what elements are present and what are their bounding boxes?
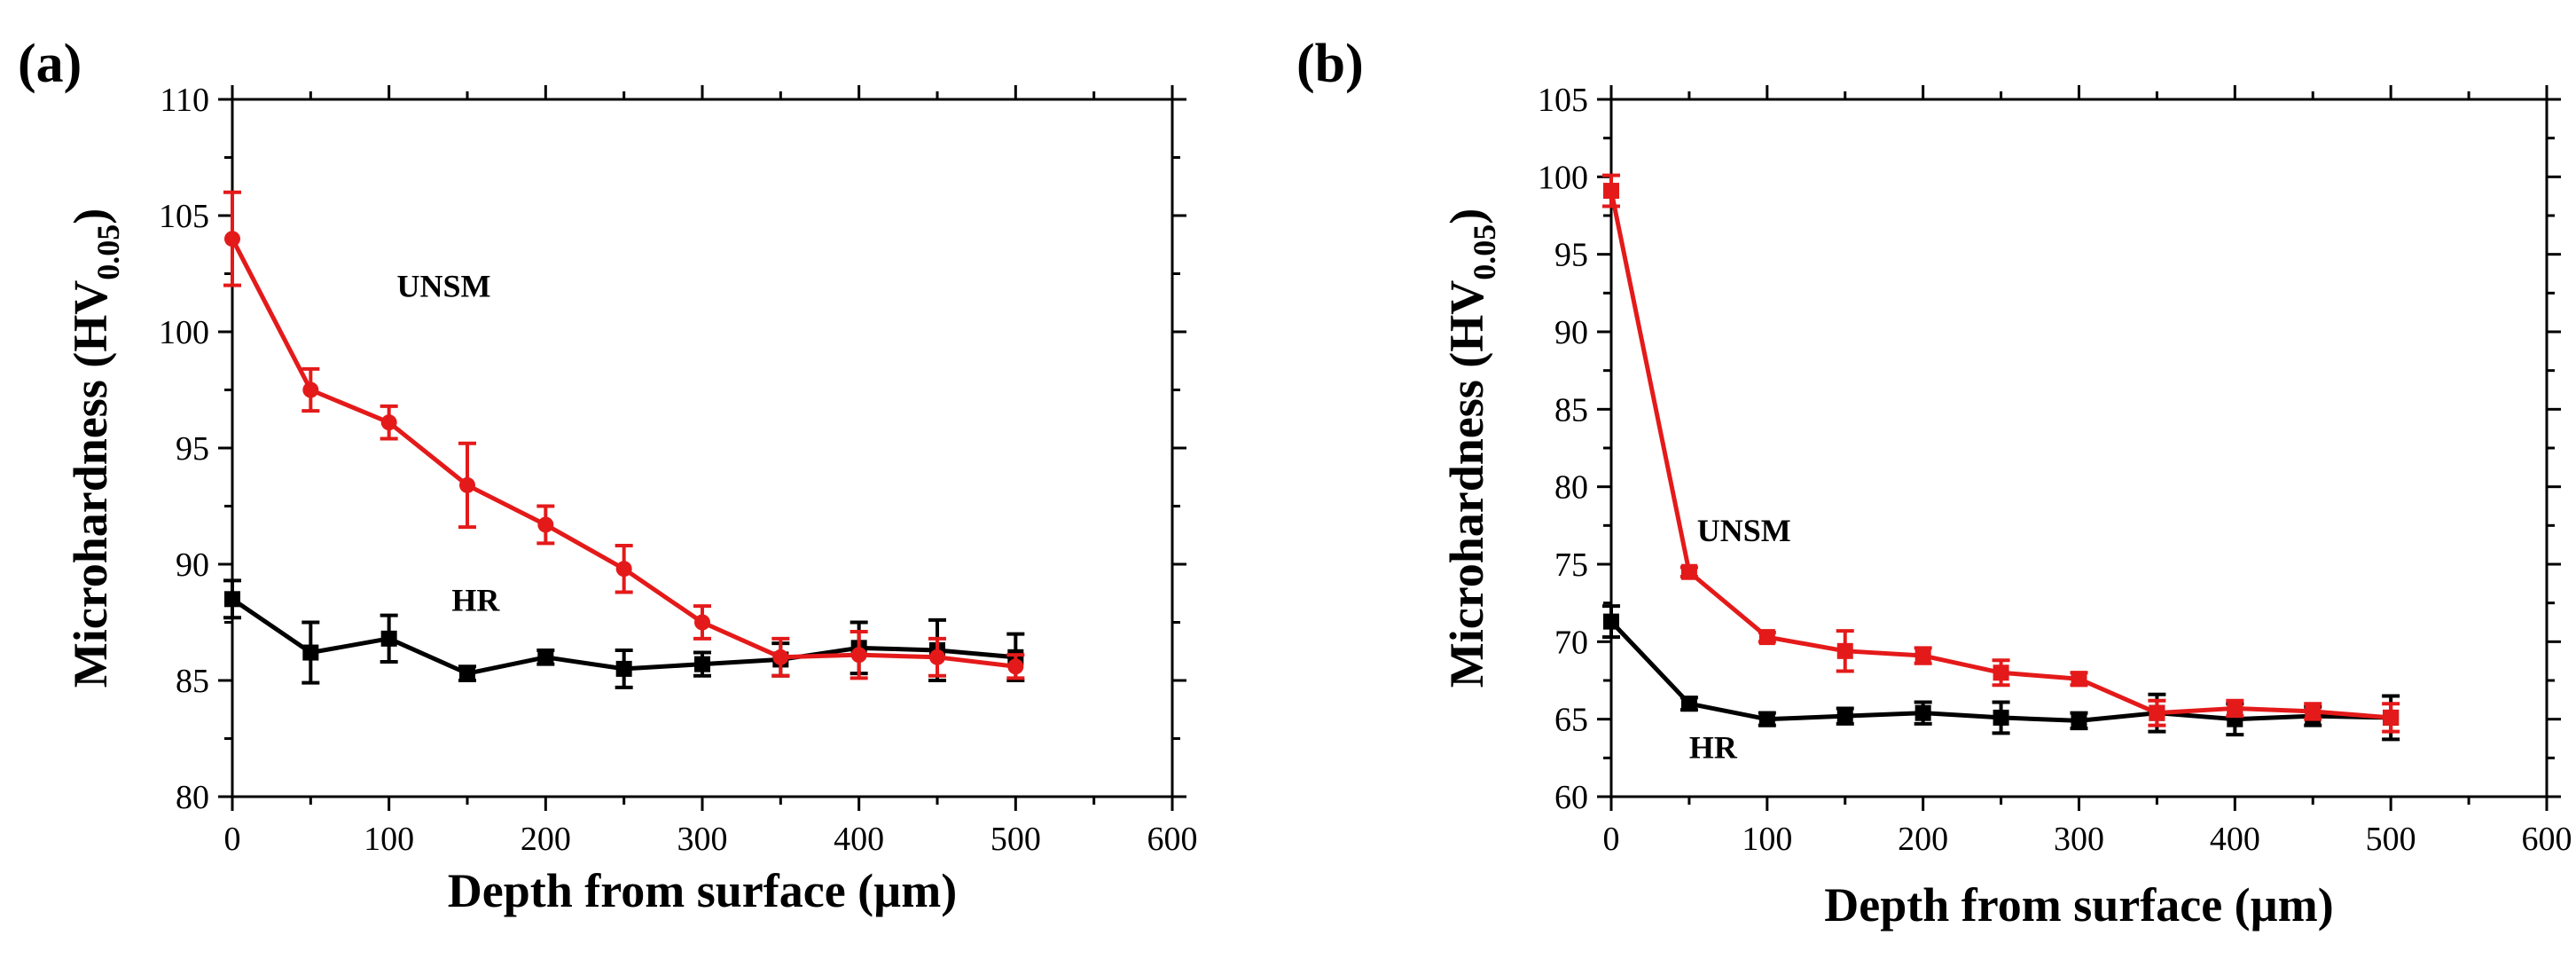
- data-point-unsm: [224, 231, 240, 248]
- series-unsm: [1602, 173, 2400, 734]
- y-tick-label: 105: [159, 198, 209, 235]
- y-tick-label: 105: [1538, 82, 1588, 119]
- y-tick-label: 100: [1538, 159, 1588, 196]
- y-axis-title-main: Microhardness (HV: [64, 280, 117, 688]
- x-tick-label: 300: [2054, 821, 2104, 858]
- plot-frame: [231, 98, 1174, 798]
- x-tick-label: 500: [2366, 821, 2416, 858]
- y-tick-label: 90: [176, 546, 209, 584]
- x-axis-title: Depth from surface (µm): [1824, 878, 2333, 932]
- data-point-unsm: [615, 561, 632, 578]
- x-tick-label: 0: [224, 821, 241, 858]
- data-point-hr: [1993, 709, 2009, 726]
- annotation-unsm: UNSM: [397, 269, 491, 304]
- data-point-unsm: [1836, 642, 1853, 659]
- data-point-unsm: [1007, 658, 1024, 675]
- data-point-unsm: [2149, 704, 2165, 721]
- data-point-hr: [615, 660, 632, 677]
- chart-panel-a: (a) 0 100 200 300 400 500 600 80 85 90 95 100 105 110 D…: [18, 34, 1198, 917]
- y-tick-label: 110: [160, 82, 209, 119]
- x-tick-label: 500: [990, 821, 1041, 858]
- data-point-unsm: [2305, 703, 2322, 719]
- data-point-unsm: [1603, 183, 1619, 200]
- data-point-unsm: [1914, 648, 1931, 664]
- x-axis-title: Depth from surface (µm): [448, 864, 957, 917]
- y-tick-label: 65: [1554, 702, 1588, 739]
- series-line-unsm: [1609, 190, 2392, 720]
- y-axis-title: Microhardness (HV0.05): [64, 208, 126, 688]
- y-tick-label: 85: [176, 663, 209, 700]
- y-tick-label: 60: [1554, 779, 1588, 816]
- y-axis-title-main: Microhardness (HV: [1440, 280, 1493, 688]
- x-tick-label: 200: [521, 821, 571, 858]
- series-hr: [1602, 604, 2400, 742]
- data-point-hr: [2071, 712, 2087, 729]
- data-point-unsm: [850, 647, 867, 664]
- data-point-unsm: [380, 414, 397, 431]
- x-tick-label: 400: [834, 821, 884, 858]
- data-point-hr: [1758, 711, 1775, 727]
- annotation-unsm: UNSM: [1697, 513, 1791, 548]
- x-tick-label: 0: [1603, 821, 1620, 858]
- x-tick-label: 400: [2210, 821, 2260, 858]
- data-point-unsm: [1680, 563, 1697, 580]
- data-point-unsm: [1758, 629, 1775, 646]
- series-unsm: [223, 190, 1025, 680]
- data-point-unsm: [537, 516, 554, 533]
- y-tick-label: 95: [176, 430, 209, 468]
- y-tick-label: 70: [1554, 624, 1588, 661]
- data-point-unsm: [1993, 664, 2009, 681]
- data-point-hr: [380, 630, 397, 647]
- y-axis-title-end: ): [1440, 208, 1493, 224]
- y-tick-label: 75: [1554, 546, 1588, 584]
- y-axis-title-subscript: 0.05: [1467, 224, 1502, 280]
- y-tick-label: 80: [1554, 469, 1588, 507]
- data-point-hr: [1914, 704, 1931, 721]
- y-tick-label: 85: [1554, 391, 1588, 428]
- data-point-hr: [224, 591, 240, 608]
- data-point-unsm: [694, 614, 710, 631]
- x-tick-label: 300: [677, 821, 728, 858]
- data-point-unsm: [2071, 671, 2087, 688]
- data-point-unsm: [2383, 709, 2400, 726]
- y-axis-title: Microhardness (HV0.05): [1440, 208, 1502, 688]
- data-point-unsm: [929, 649, 945, 665]
- panel-label: (b): [1296, 34, 1364, 94]
- y-tick-label: 100: [159, 314, 209, 351]
- data-point-hr: [1836, 708, 1853, 725]
- x-tick-label: 200: [1898, 821, 1948, 858]
- y-axis-title-end: ): [64, 208, 117, 224]
- panel-label: (a): [18, 34, 82, 94]
- x-tick-label: 600: [2522, 821, 2572, 858]
- data-point-unsm: [2227, 700, 2243, 717]
- data-point-hr: [537, 649, 554, 665]
- data-point-hr: [302, 644, 319, 661]
- data-point-unsm: [772, 649, 789, 665]
- data-point-hr: [694, 656, 710, 672]
- data-point-unsm: [302, 381, 319, 398]
- y-axis-title-subscript: 0.05: [90, 224, 126, 280]
- series-line-unsm: [230, 238, 1016, 669]
- annotation-hr: HR: [1689, 729, 1738, 765]
- series-hr: [223, 578, 1025, 689]
- data-point-hr: [1603, 613, 1619, 630]
- y-tick-label: 90: [1554, 314, 1588, 351]
- chart-panel-b: (b) 0 100 200 300 400 500 600 60 65 70 75 80 85 90 95 10…: [1296, 34, 2572, 932]
- data-point-hr: [1680, 696, 1697, 712]
- data-point-hr: [459, 665, 475, 682]
- data-point-unsm: [459, 476, 475, 493]
- y-tick-label: 80: [176, 779, 209, 816]
- x-tick-label: 600: [1147, 821, 1198, 858]
- annotation-hr: HR: [451, 582, 500, 617]
- plot-frame: [1609, 98, 2549, 798]
- x-tick-label: 100: [1742, 821, 1792, 858]
- x-tick-label: 100: [364, 821, 414, 858]
- y-tick-label: 95: [1554, 237, 1588, 274]
